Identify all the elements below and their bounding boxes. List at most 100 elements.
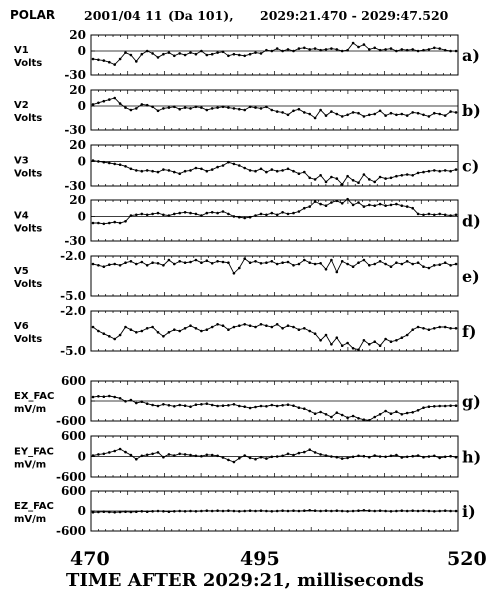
y-tick-label: 600 <box>61 374 86 388</box>
data-point <box>140 510 144 513</box>
data-point <box>405 173 409 176</box>
data-point <box>238 404 241 408</box>
data-point <box>162 510 165 513</box>
data-point <box>210 211 214 214</box>
data-point <box>254 106 257 109</box>
data-point <box>330 343 333 346</box>
data-point <box>205 509 209 512</box>
data-point <box>411 174 415 177</box>
data-point <box>156 170 160 174</box>
data-point <box>227 54 230 58</box>
data-point <box>438 263 442 267</box>
panel-unit: mV/m <box>14 404 46 415</box>
data-point <box>140 454 144 458</box>
data-point <box>443 213 447 217</box>
data-point <box>194 510 198 513</box>
data-point <box>210 453 214 457</box>
data-point <box>227 328 230 332</box>
data-point <box>145 264 149 267</box>
data-point <box>254 214 257 217</box>
y-tick-label: -30 <box>64 68 86 82</box>
data-point <box>422 406 425 410</box>
data-point <box>151 52 154 55</box>
data-point <box>292 453 295 457</box>
data-point <box>259 262 263 265</box>
data-point <box>384 455 387 459</box>
data-point <box>270 403 274 407</box>
data-point <box>118 333 122 337</box>
data-point <box>411 111 415 114</box>
data-point <box>324 180 328 184</box>
data-point <box>433 327 436 330</box>
data-point <box>395 113 398 117</box>
y-tick-label: 0 <box>78 450 86 464</box>
data-point <box>108 221 111 225</box>
panel-v4: 20 0 -30 V4 Volts d) <box>14 193 481 248</box>
data-point <box>351 414 355 418</box>
data-point <box>102 99 106 103</box>
data-point <box>200 454 203 458</box>
data-point <box>427 115 431 118</box>
data-point <box>324 413 328 416</box>
data-point <box>238 266 241 270</box>
data-point <box>259 212 263 216</box>
data-point <box>351 509 355 513</box>
panel-frame <box>90 310 459 352</box>
data-point <box>405 333 409 337</box>
data-point <box>151 212 154 216</box>
data-point <box>297 172 301 175</box>
data-point <box>183 510 187 513</box>
data-point <box>108 60 111 64</box>
data-point <box>400 204 404 207</box>
data-point <box>357 45 360 49</box>
data-point <box>232 162 236 166</box>
data-point <box>162 52 165 56</box>
data-point <box>124 106 127 109</box>
data-point <box>189 324 192 328</box>
y-tick-label: 0 <box>78 504 86 518</box>
data-point <box>405 205 409 208</box>
data-point <box>416 212 420 216</box>
data-point <box>308 509 312 512</box>
data-point <box>438 456 442 460</box>
data-point <box>389 340 393 344</box>
data-point <box>346 48 349 52</box>
data-point <box>221 260 225 264</box>
data-point <box>135 213 138 217</box>
panel-ez: 600 0 -600 EZ_FAC mV/m i) <box>14 484 476 538</box>
panel-letter-label: h) <box>462 448 481 467</box>
data-point <box>151 510 154 513</box>
data-point <box>340 183 344 186</box>
data-point <box>368 509 371 512</box>
data-point <box>373 112 377 116</box>
data-point <box>140 169 144 173</box>
data-point <box>313 412 317 416</box>
data-point <box>351 347 355 350</box>
data-point <box>113 96 116 100</box>
data-point <box>454 327 458 330</box>
data-point <box>124 261 127 265</box>
data-point <box>145 402 149 406</box>
data-point <box>346 262 349 266</box>
data-point <box>422 265 425 269</box>
data-point <box>443 169 447 172</box>
data-point <box>97 329 100 333</box>
data-point <box>145 169 149 172</box>
data-point <box>167 258 171 262</box>
data-point <box>400 174 404 177</box>
data-point <box>205 169 209 173</box>
data-point <box>205 453 209 457</box>
data-point <box>270 108 274 112</box>
data-point <box>389 47 393 50</box>
data-point <box>135 107 138 110</box>
data-point <box>454 262 458 266</box>
data-point <box>183 404 187 408</box>
data-point <box>449 264 452 267</box>
data-point <box>129 398 133 402</box>
data-point <box>232 215 236 218</box>
data-point <box>167 51 171 54</box>
data-point <box>319 262 322 265</box>
data-point <box>118 163 122 166</box>
data-point <box>135 60 138 63</box>
data-point <box>178 211 181 215</box>
